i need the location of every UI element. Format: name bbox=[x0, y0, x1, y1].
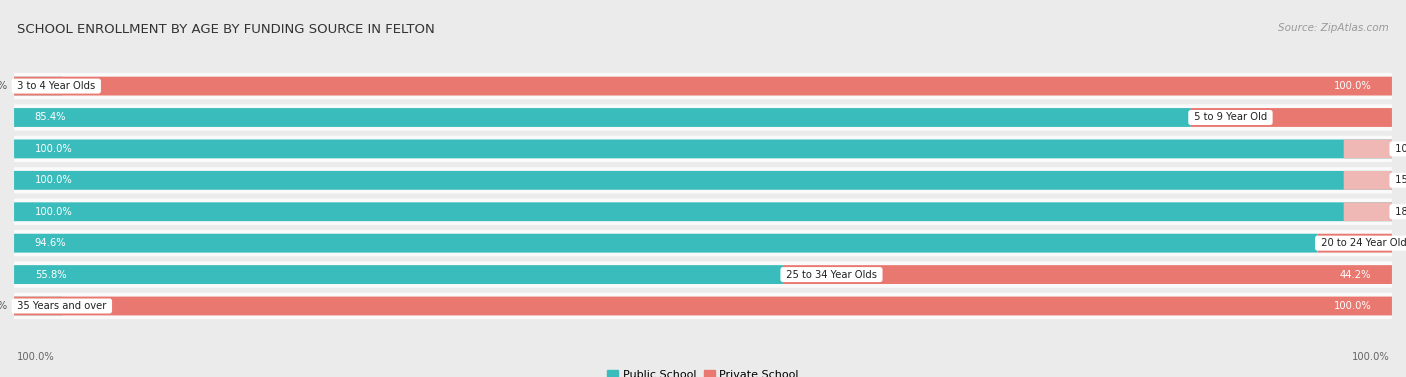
Text: 100.0%: 100.0% bbox=[35, 175, 73, 185]
FancyBboxPatch shape bbox=[14, 108, 1191, 127]
FancyBboxPatch shape bbox=[1317, 234, 1392, 253]
Text: 25 to 34 Year Olds: 25 to 34 Year Olds bbox=[783, 270, 880, 280]
FancyBboxPatch shape bbox=[14, 297, 1392, 316]
FancyBboxPatch shape bbox=[14, 230, 1392, 256]
FancyBboxPatch shape bbox=[1344, 139, 1392, 158]
FancyBboxPatch shape bbox=[14, 297, 62, 316]
Text: 100.0%: 100.0% bbox=[1333, 301, 1371, 311]
FancyBboxPatch shape bbox=[14, 199, 1392, 225]
FancyBboxPatch shape bbox=[14, 77, 62, 95]
Text: 20 to 24 Year Olds: 20 to 24 Year Olds bbox=[1317, 238, 1406, 248]
Text: 100.0%: 100.0% bbox=[1351, 352, 1389, 362]
Text: 55.8%: 55.8% bbox=[35, 270, 66, 280]
Text: 0.0%: 0.0% bbox=[0, 81, 7, 91]
FancyBboxPatch shape bbox=[14, 265, 783, 284]
FancyBboxPatch shape bbox=[1344, 202, 1392, 221]
FancyBboxPatch shape bbox=[14, 234, 1317, 253]
Text: 10 to 14 Year Olds: 10 to 14 Year Olds bbox=[1392, 144, 1406, 154]
Text: 85.4%: 85.4% bbox=[35, 112, 66, 123]
Text: SCHOOL ENROLLMENT BY AGE BY FUNDING SOURCE IN FELTON: SCHOOL ENROLLMENT BY AGE BY FUNDING SOUR… bbox=[17, 23, 434, 35]
FancyBboxPatch shape bbox=[1191, 108, 1392, 127]
Text: 3 to 4 Year Olds: 3 to 4 Year Olds bbox=[14, 81, 98, 91]
Text: 15 to 17 Year Olds: 15 to 17 Year Olds bbox=[1392, 175, 1406, 185]
FancyBboxPatch shape bbox=[14, 139, 1392, 158]
FancyBboxPatch shape bbox=[14, 293, 1392, 319]
FancyBboxPatch shape bbox=[1344, 171, 1392, 190]
FancyBboxPatch shape bbox=[14, 171, 1392, 190]
FancyBboxPatch shape bbox=[783, 265, 1392, 284]
Text: 100.0%: 100.0% bbox=[35, 207, 73, 217]
FancyBboxPatch shape bbox=[14, 136, 1392, 162]
Text: 100.0%: 100.0% bbox=[17, 352, 55, 362]
FancyBboxPatch shape bbox=[14, 73, 1392, 99]
Text: Source: ZipAtlas.com: Source: ZipAtlas.com bbox=[1278, 23, 1389, 33]
Text: 5 to 9 Year Old: 5 to 9 Year Old bbox=[1191, 112, 1270, 123]
FancyBboxPatch shape bbox=[14, 261, 1392, 288]
Text: 94.6%: 94.6% bbox=[35, 238, 66, 248]
Text: 0.0%: 0.0% bbox=[0, 301, 7, 311]
Text: 44.2%: 44.2% bbox=[1340, 270, 1371, 280]
Text: 35 Years and over: 35 Years and over bbox=[14, 301, 110, 311]
Text: 100.0%: 100.0% bbox=[1333, 81, 1371, 91]
FancyBboxPatch shape bbox=[14, 202, 1392, 221]
Text: 18 to 19 Year Olds: 18 to 19 Year Olds bbox=[1392, 207, 1406, 217]
Text: 100.0%: 100.0% bbox=[35, 144, 73, 154]
FancyBboxPatch shape bbox=[14, 104, 1392, 131]
Legend: Public School, Private School: Public School, Private School bbox=[603, 365, 803, 377]
FancyBboxPatch shape bbox=[14, 77, 1392, 95]
FancyBboxPatch shape bbox=[14, 167, 1392, 193]
